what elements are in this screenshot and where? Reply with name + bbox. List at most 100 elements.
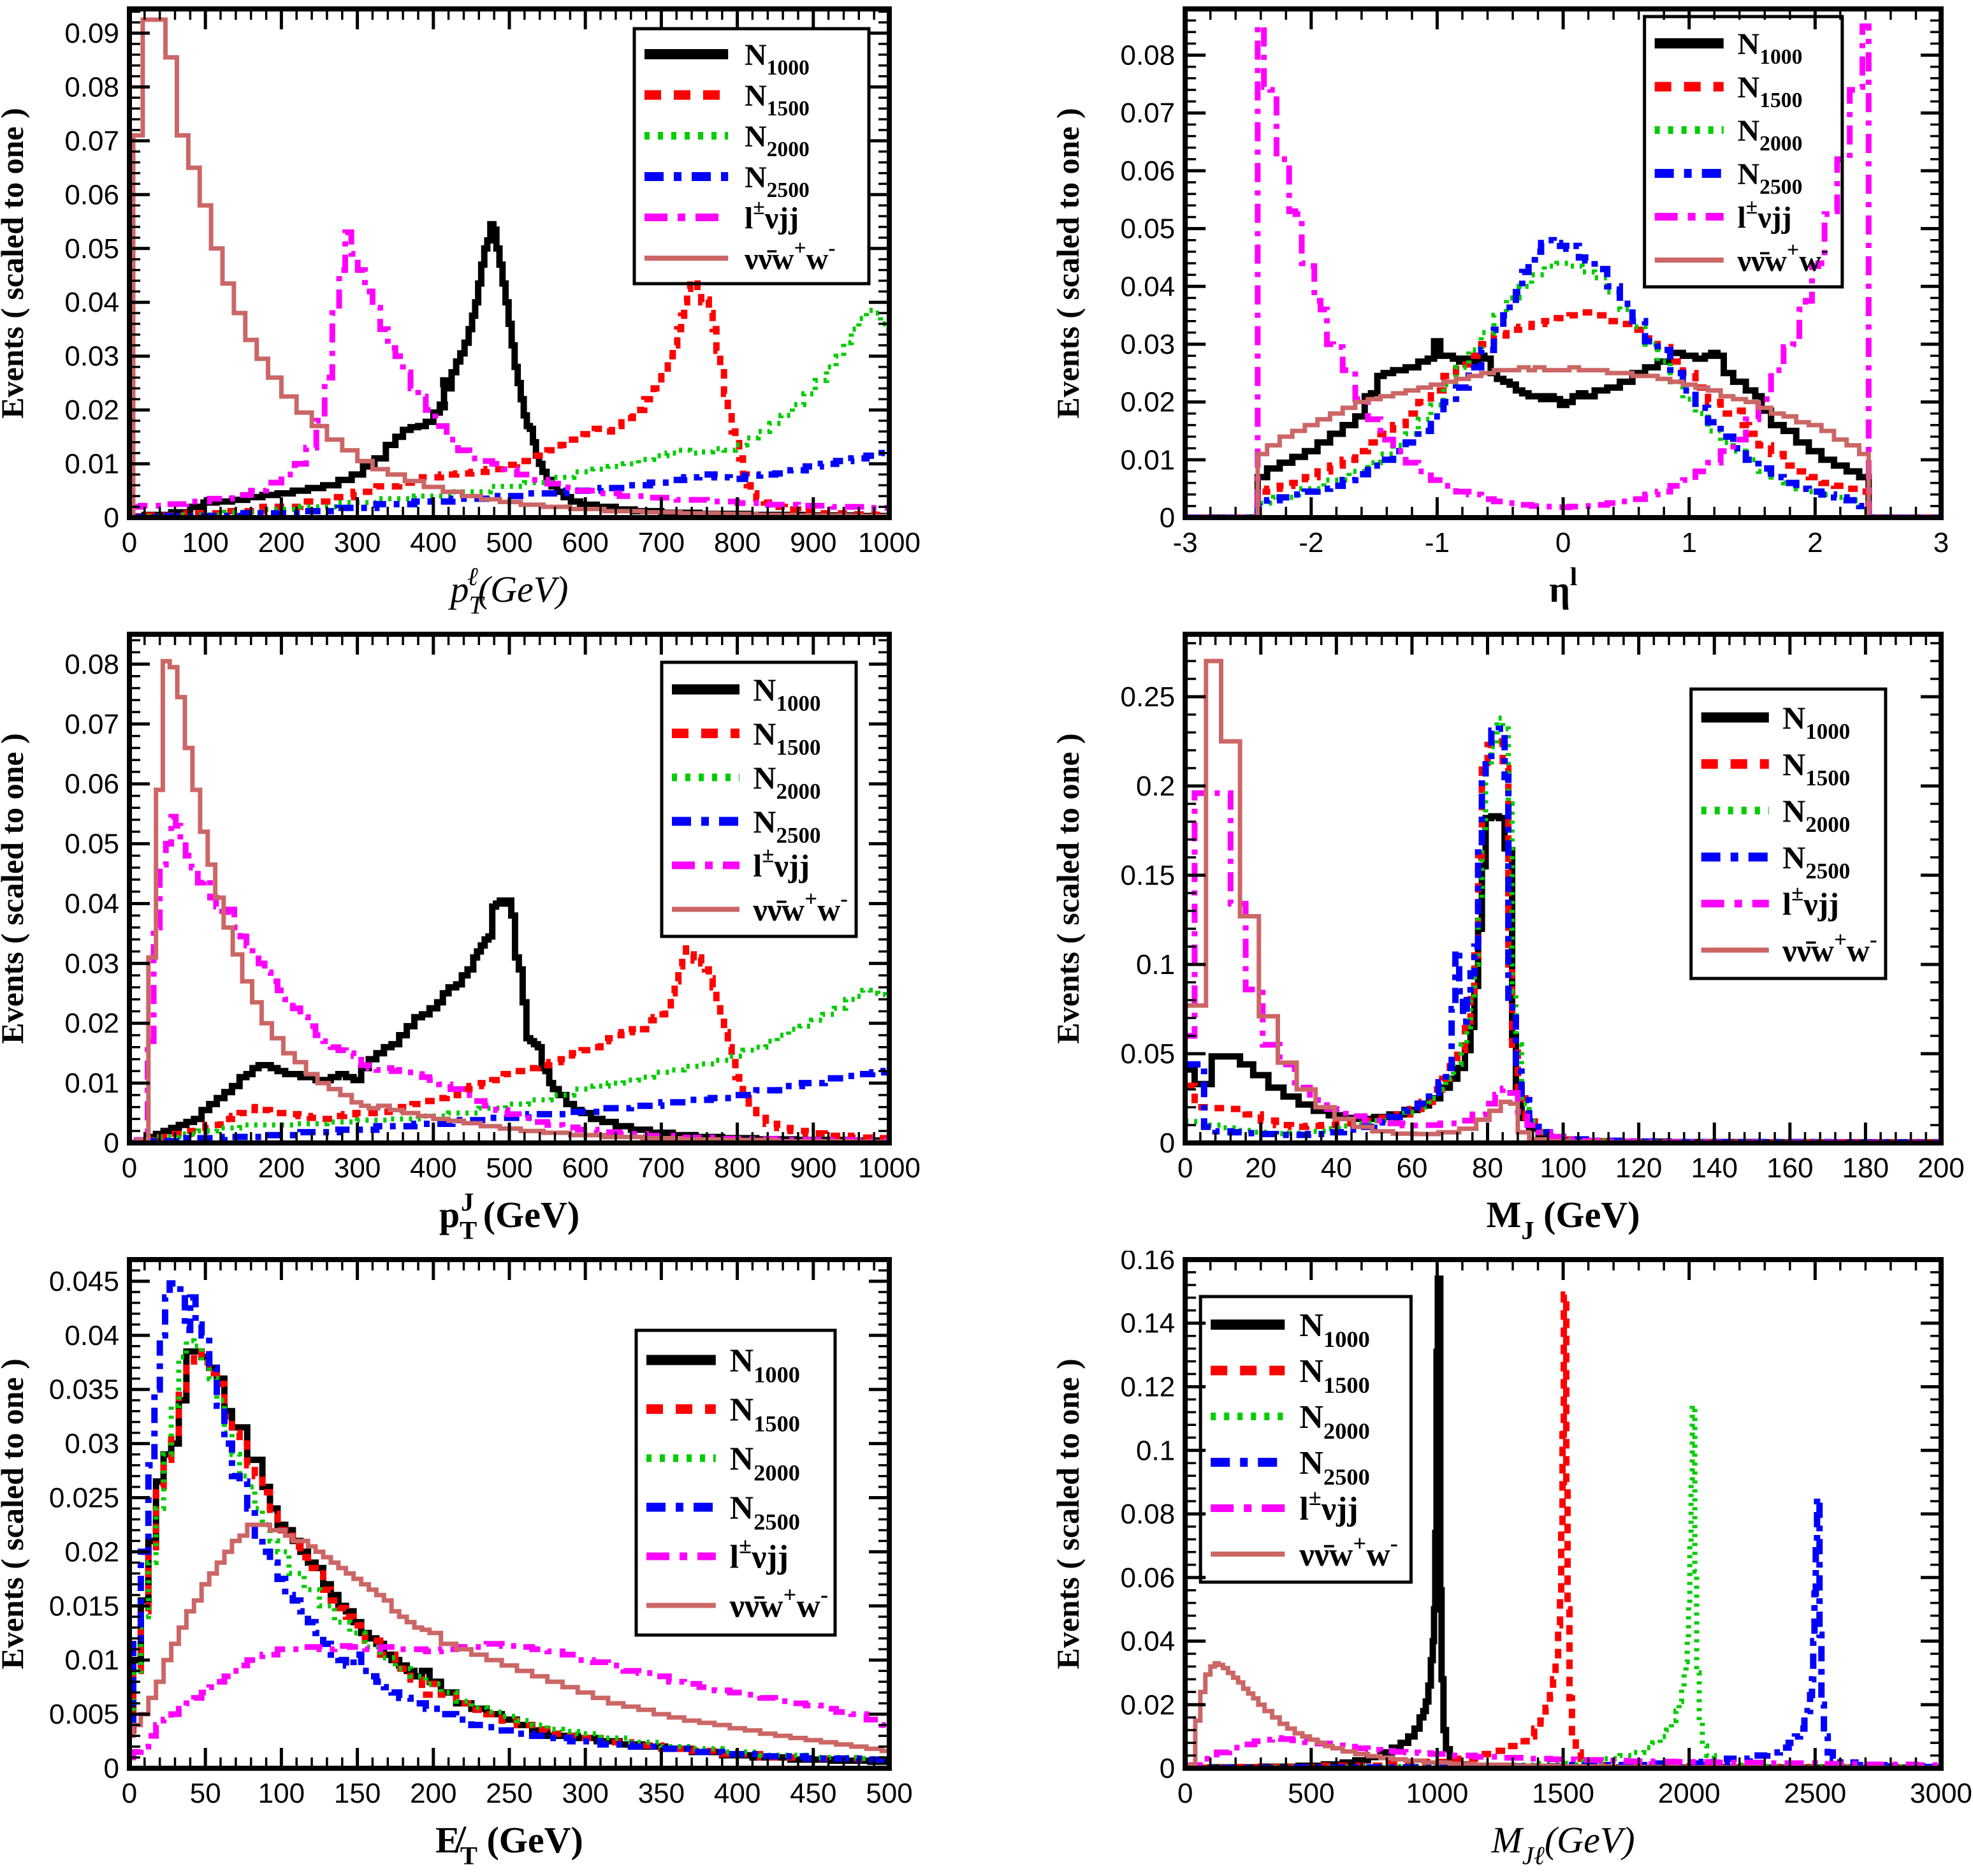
y-tick-label: 0.16 [1121, 1251, 1176, 1276]
legend-label-N2500: N2500 [1299, 1445, 1369, 1490]
y-tick-label: 0 [1160, 502, 1175, 534]
y-tick-label: 0.05 [64, 829, 119, 860]
x-tick-label: 1000 [858, 1153, 921, 1184]
x-tick-label: 900 [790, 1153, 836, 1184]
x-tick-label: 140 [1691, 1153, 1738, 1184]
y-tick-label: 0.08 [1121, 1499, 1176, 1530]
x-axis-title: E̸T (GeV) [435, 1819, 583, 1870]
x-tick-label: 100 [258, 1778, 305, 1809]
x-tick-label: 2000 [1658, 1778, 1721, 1809]
legend-label-N1000: N1000 [745, 38, 810, 80]
curve-N2000 [1185, 261, 1941, 518]
y-tick-label: 0.025 [49, 1483, 119, 1514]
x-tick-label: 500 [486, 527, 532, 558]
legend-label-N2000: N2000 [730, 1441, 800, 1486]
legend-label-N1500: N1500 [730, 1392, 800, 1437]
legend-label-N1500: N1500 [753, 716, 820, 760]
legend-label-N1500: N1500 [1782, 746, 1850, 790]
x-tick-label: 1500 [1532, 1778, 1594, 1809]
x-tick-label: 400 [714, 1778, 761, 1809]
legend-box [1643, 15, 1844, 289]
y-axis-title: Events ( scaled to one ) [1050, 1358, 1086, 1669]
y-tick-label: 0.07 [1121, 98, 1176, 129]
curve-N2500 [1185, 236, 1941, 518]
x-tick-label: 900 [790, 527, 836, 558]
y-tick-label: 0.04 [1121, 1626, 1176, 1657]
curve-N2500 [129, 1068, 889, 1143]
curve-lvjj [1185, 1735, 1941, 1768]
curve-lvjj [1185, 23, 1941, 518]
legend-label-N2000: N2000 [1299, 1399, 1369, 1444]
y-tick-label: 0.02 [64, 1536, 119, 1567]
x-axis-tick-labels: 0 20 40 60 80 100 120 140 160 180 200 [1177, 1153, 1965, 1184]
x-tick-label: 400 [410, 1153, 456, 1184]
y-tick-label: 0.06 [1121, 1562, 1176, 1594]
legend-label-N1000: N1000 [1299, 1307, 1369, 1352]
panel-pt-lepton: 0 100 200 300 400 500 600 700 800 900 1000 0 0.01 0.0… [0, 0, 986, 625]
legend-box [660, 660, 858, 938]
x-tick-label: 50 [190, 1778, 221, 1809]
x-tick-label: 0 [1177, 1153, 1193, 1184]
x-tick-label: 180 [1842, 1153, 1889, 1184]
y-tick-label: 0 [104, 1753, 119, 1784]
x-tick-label: 800 [714, 527, 761, 558]
legend-label-N2500: N2500 [745, 161, 810, 202]
curve-N1000 [1185, 338, 1941, 518]
y-tick-label: 0.005 [49, 1699, 119, 1730]
curve-lvjj [129, 1641, 889, 1761]
x-tick-label: 160 [1766, 1153, 1813, 1184]
x-tick-label: 200 [258, 1153, 305, 1184]
curve-N2500 [129, 1280, 889, 1763]
legend-label-N1500: N1500 [1299, 1353, 1369, 1398]
legend-box [632, 27, 871, 286]
panel-m-jet: 0 20 40 60 80 100 120 140 160 180 200 0 0.05 0.1 0.15 0… [986, 625, 1973, 1251]
y-tick-label: 0.06 [1121, 156, 1176, 187]
legend-label-N1000: N1000 [1737, 27, 1802, 69]
x-axis-tick-labels: 0 500 1000 1500 2000 2500 3000 [1177, 1778, 1972, 1809]
y-tick-label: 0.06 [64, 179, 119, 210]
y-tick-label: 0.01 [64, 1645, 119, 1676]
x-axis-tick-labels: -3 -2 -1 0 1 2 3 [1173, 527, 1949, 558]
x-tick-label: 40 [1321, 1153, 1352, 1184]
x-tick-label: 450 [790, 1778, 836, 1809]
curves [129, 1280, 889, 1765]
x-tick-label: 200 [258, 527, 305, 558]
y-tick-label: 0.01 [64, 449, 119, 480]
axis-ticks [1183, 8, 1943, 520]
y-tick-label: 0.05 [1121, 214, 1176, 245]
y-axis-tick-labels: 0 0.01 0.02 0.03 0.04 0.05 0.06 0.07 0.08 [1121, 40, 1176, 534]
legend-label-lvjj: l±νjj [753, 843, 810, 884]
y-tick-label: 0.12 [1121, 1372, 1176, 1403]
legend-label-N1000: N1000 [1782, 700, 1850, 744]
curve-vvww [1185, 365, 1941, 518]
x-tick-label: 150 [334, 1778, 381, 1809]
legend-label-lvjj: l±νjj [1782, 881, 1839, 922]
x-tick-label: 60 [1396, 1153, 1427, 1184]
axis-ticks [127, 9, 891, 520]
chart-m-jet-lepton: 0 500 1000 1500 2000 2500 3000 0 0.02 0.04 0.06 0.0… [1050, 1251, 1972, 1870]
y-tick-label: 0 [1160, 1128, 1175, 1159]
plot-frame [1183, 6, 1944, 520]
legend-label-lvjj: l±νjj [1737, 195, 1791, 235]
legend-label-vvww: νν̄w+w- [1299, 1531, 1398, 1573]
x-axis-title: ηl [1549, 562, 1577, 610]
y-axis-title: Events ( scaled to one ) [0, 733, 30, 1043]
x-tick-label: 600 [562, 527, 608, 558]
legend-label-lvjj: l±νjj [1299, 1485, 1358, 1527]
y-tick-label: 0.02 [1121, 387, 1176, 418]
x-axis-title: pTJ (GeV) [439, 1188, 579, 1245]
legend-label-N2500: N2500 [753, 804, 820, 848]
x-tick-label: 200 [410, 1778, 456, 1809]
x-tick-label: 0 [122, 1778, 137, 1809]
y-tick-label: 0.06 [64, 769, 119, 800]
y-tick-label: 0.02 [64, 395, 119, 426]
curve-N2500 [1185, 725, 1941, 1143]
y-tick-label: 0.2 [1136, 771, 1175, 802]
x-tick-label: 500 [486, 1153, 532, 1184]
x-tick-label: 0 [1555, 527, 1571, 558]
x-axis-title: MJ (GeV) [1487, 1194, 1640, 1245]
legend-label-vvww: νν̄w+w- [752, 887, 848, 928]
x-axis-tick-labels: 0 100 200 300 400 500 600 700 800 900 1000 [122, 1153, 921, 1184]
